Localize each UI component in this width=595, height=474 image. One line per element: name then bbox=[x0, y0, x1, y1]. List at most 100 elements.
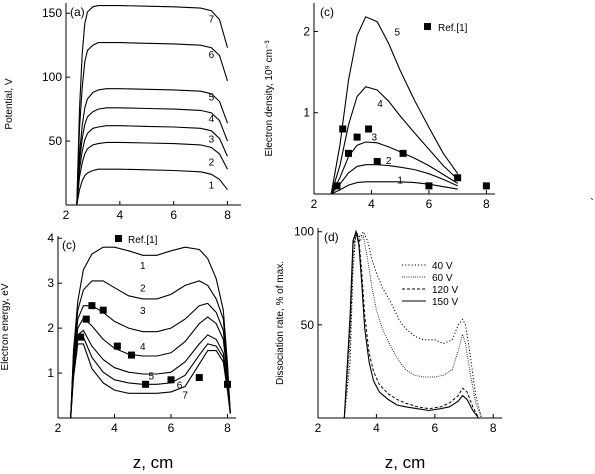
ref-point bbox=[127, 351, 135, 359]
series-line bbox=[76, 5, 229, 206]
x-tick-label: 2 bbox=[63, 208, 70, 222]
series-line bbox=[76, 42, 229, 206]
ref-point bbox=[82, 315, 90, 323]
y-tick-label: 100 bbox=[294, 225, 314, 239]
series-label: 7 bbox=[182, 391, 188, 402]
series-label: 1 bbox=[209, 181, 215, 192]
legend-marker bbox=[115, 235, 122, 242]
series-line bbox=[76, 168, 228, 206]
ref-point bbox=[113, 342, 121, 350]
y-tick-label: 2 bbox=[47, 321, 54, 335]
series-line bbox=[330, 86, 459, 195]
y-tick-label: 4 bbox=[47, 231, 54, 245]
x-tick-label: 2 bbox=[315, 421, 322, 435]
bottom-xlabel-right: z, cm bbox=[385, 453, 426, 472]
series-line bbox=[76, 125, 229, 206]
x-tick-label: 4 bbox=[373, 421, 380, 435]
x-tick-label: 8 bbox=[483, 197, 490, 211]
series-line bbox=[343, 230, 483, 419]
ref-point bbox=[88, 302, 96, 310]
legend-label: 150 V bbox=[432, 297, 458, 308]
ref-point bbox=[167, 376, 175, 384]
series-label: 5 bbox=[209, 92, 215, 103]
panel-label: (c) bbox=[320, 5, 334, 19]
y-tick-label: 50 bbox=[49, 134, 63, 148]
y-axis-label: Electron energy, eV bbox=[0, 283, 11, 370]
ref-point bbox=[482, 182, 490, 190]
series-line bbox=[70, 343, 231, 419]
ref-point bbox=[399, 149, 407, 157]
y-tick-label: 50 bbox=[301, 318, 315, 332]
legend-label: 120 V bbox=[432, 285, 458, 296]
ref-point bbox=[454, 174, 462, 182]
series-label: 2 bbox=[386, 156, 392, 167]
series-label: 3 bbox=[209, 135, 215, 146]
ref-point bbox=[142, 380, 150, 388]
y-tick-label: 150 bbox=[42, 6, 62, 20]
x-tick-label: 4 bbox=[117, 208, 124, 222]
series-line bbox=[330, 16, 459, 195]
series-label: 5 bbox=[148, 371, 154, 382]
series-line bbox=[330, 164, 458, 195]
series-line bbox=[70, 329, 231, 419]
x-tick-label: 2 bbox=[311, 197, 318, 211]
x-tick-label: 6 bbox=[168, 421, 175, 435]
series-line bbox=[343, 229, 480, 419]
series-line bbox=[70, 316, 231, 419]
series-line bbox=[330, 181, 458, 195]
y-tick-label: 2 bbox=[303, 24, 310, 38]
ref-point bbox=[224, 380, 232, 388]
legend-label: 60 V bbox=[432, 273, 453, 284]
x-tick-label: 4 bbox=[368, 197, 375, 211]
series-label: 4 bbox=[209, 114, 215, 125]
ref-point bbox=[425, 182, 433, 190]
ref-point bbox=[339, 125, 347, 133]
ref-point bbox=[365, 125, 373, 133]
x-tick-label: 6 bbox=[170, 208, 177, 222]
series-line bbox=[76, 107, 229, 206]
series-line bbox=[76, 88, 229, 206]
series-line bbox=[70, 280, 231, 419]
series-label: 4 bbox=[377, 99, 383, 110]
x-tick-label: 6 bbox=[431, 421, 438, 435]
series-label: 7 bbox=[209, 14, 215, 25]
ref-point bbox=[373, 157, 381, 165]
x-tick-label: 8 bbox=[224, 208, 231, 222]
y-axis-label: Potential, V bbox=[4, 78, 15, 129]
series-label: 2 bbox=[209, 158, 215, 169]
panel-d: 2 4 6 8 50 100 Dissociation rate, % of max. (d)… bbox=[275, 225, 502, 435]
x-tick-label: 4 bbox=[111, 421, 118, 435]
panel-a: 2 4 6 8 50 100 150 Potential, V (a) 1 2 3 4 5 6 7 bbox=[4, 3, 241, 222]
series-label: 5 bbox=[395, 27, 401, 38]
y-tick-label: 1 bbox=[303, 106, 310, 120]
panel-label: (a) bbox=[70, 5, 85, 19]
ref-point bbox=[195, 374, 203, 382]
y-tick-label: 1 bbox=[47, 366, 54, 380]
series-line bbox=[330, 141, 458, 195]
x-tick-label: 6 bbox=[426, 197, 433, 211]
panel-label: (c) bbox=[62, 238, 76, 252]
y-axis-label: Dissociation rate, % of max. bbox=[275, 261, 286, 385]
legend-marker bbox=[424, 23, 431, 30]
x-tick-label: 2 bbox=[55, 421, 62, 435]
ref-point bbox=[353, 133, 361, 141]
legend-label: 40 V bbox=[432, 261, 453, 272]
panel-label: (d) bbox=[324, 230, 339, 244]
series-line bbox=[343, 229, 480, 419]
series-label: 6 bbox=[177, 380, 183, 391]
ref-point bbox=[77, 333, 85, 341]
ref-point bbox=[333, 182, 341, 190]
series-label: 4 bbox=[140, 342, 146, 353]
series-line bbox=[70, 246, 231, 419]
series-line bbox=[70, 302, 231, 419]
bottom-xlabel-left: z, cm bbox=[133, 453, 174, 472]
y-axis-label: Electron density, 10⁹ cm⁻³ bbox=[264, 40, 275, 157]
series-label: 3 bbox=[140, 306, 146, 317]
series-label: 2 bbox=[140, 284, 146, 295]
series-label: 1 bbox=[397, 175, 403, 186]
series-line bbox=[76, 141, 228, 206]
x-tick-label: 8 bbox=[490, 421, 497, 435]
